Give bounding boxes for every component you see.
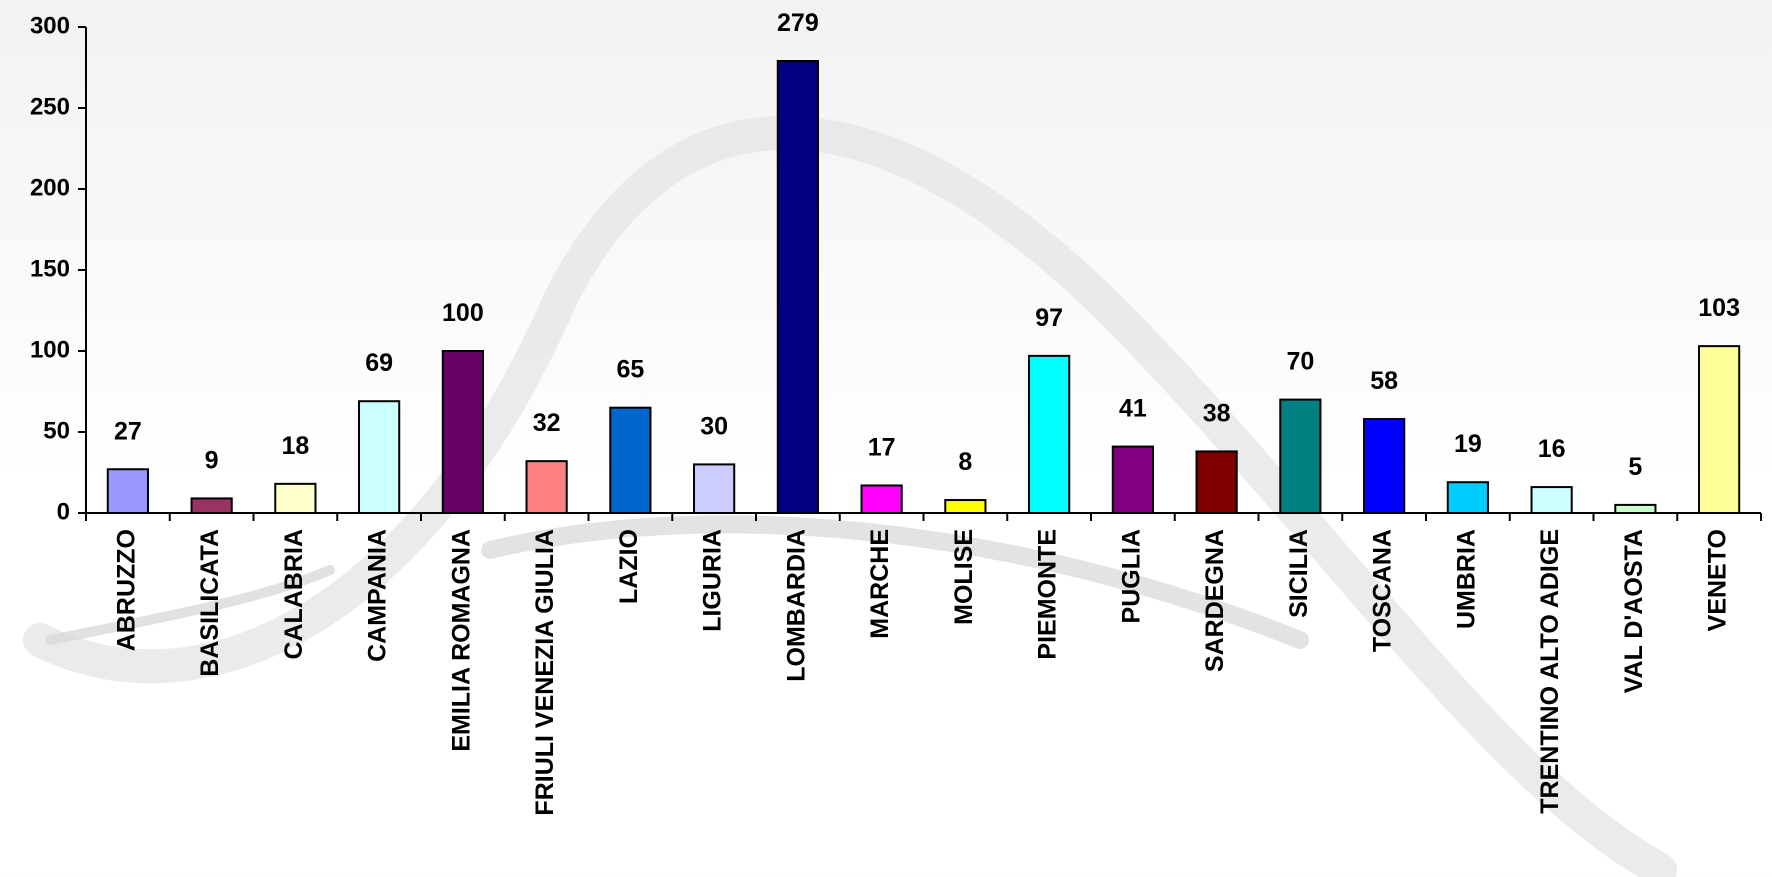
value-label: 97: [1035, 304, 1063, 332]
bar: [693, 463, 736, 514]
x-tick-label: MARCHE: [866, 529, 894, 639]
value-label: 100: [442, 299, 484, 327]
bar: [1698, 345, 1741, 515]
y-tick-label: 50: [43, 417, 70, 444]
bar: [1446, 481, 1489, 515]
value-label: 279: [777, 9, 819, 37]
bar: [1530, 486, 1573, 514]
x-tick-label: PUGLIA: [1117, 529, 1145, 623]
x-tick-label: VENETO: [1704, 529, 1732, 631]
value-label: 18: [281, 432, 309, 460]
value-label: 32: [533, 409, 561, 437]
value-label: 27: [114, 417, 142, 445]
bar: [441, 350, 484, 514]
x-tick-label: MOLISE: [950, 529, 978, 625]
bar: [106, 468, 149, 515]
value-label: 70: [1286, 348, 1314, 376]
swoosh: [45, 565, 335, 645]
x-tick-label: SARDEGNA: [1201, 529, 1229, 672]
bar: [609, 406, 652, 515]
y-tick-label: 100: [30, 336, 70, 363]
bar: [358, 400, 401, 514]
bar: [525, 460, 568, 515]
bar: [944, 499, 987, 515]
bar: [1028, 354, 1071, 514]
value-label: 9: [205, 446, 219, 474]
bar: [1279, 398, 1322, 515]
y-tick-label: 300: [30, 12, 70, 39]
value-label: 30: [700, 412, 728, 440]
bar: [1614, 503, 1657, 514]
x-tick-label: CALABRIA: [280, 529, 308, 660]
y-tick-label: 0: [57, 498, 70, 525]
bar: [190, 497, 233, 515]
x-tick-label: SICILIA: [1285, 529, 1313, 618]
bar: [1111, 445, 1154, 514]
value-label: 103: [1698, 294, 1740, 322]
bar: [1363, 418, 1406, 515]
x-tick-label: EMILIA ROMAGNA: [447, 529, 475, 752]
y-tick-label: 150: [30, 255, 70, 282]
value-label: 69: [365, 349, 393, 377]
y-tick-label: 250: [30, 93, 70, 120]
x-tick-label: CAMPANIA: [364, 529, 392, 662]
x-tick-label: PIEMONTE: [1034, 529, 1062, 660]
x-tick-label: LAZIO: [615, 529, 643, 604]
value-label: 8: [958, 448, 972, 476]
bar: [274, 482, 317, 514]
y-tick-label: 200: [30, 174, 70, 201]
x-tick-label: TOSCANA: [1369, 529, 1397, 652]
value-label: 16: [1538, 435, 1566, 463]
value-label: 19: [1454, 430, 1482, 458]
value-label: 65: [616, 356, 644, 384]
value-label: 17: [868, 433, 896, 461]
x-tick-label: BASILICATA: [196, 529, 224, 677]
bar: [1195, 450, 1238, 515]
x-tick-label: FRIULI VENEZIA GIULIA: [531, 529, 559, 816]
x-tick-label: LOMBARDIA: [782, 529, 810, 682]
bar: [860, 484, 903, 514]
x-tick-label: VAL D'AOSTA: [1620, 529, 1648, 693]
x-tick-label: UMBRIA: [1452, 529, 1480, 629]
x-tick-label: LIGURIA: [699, 529, 727, 632]
value-label: 38: [1203, 399, 1231, 427]
value-label: 58: [1370, 367, 1398, 395]
value-label: 5: [1628, 453, 1642, 481]
swoosh: [481, 515, 1309, 649]
bar: [776, 60, 819, 515]
x-tick-label: ABRUZZO: [112, 529, 140, 651]
x-tick-label: TRENTINO ALTO ADIGE: [1536, 529, 1564, 814]
value-label: 41: [1119, 395, 1147, 423]
